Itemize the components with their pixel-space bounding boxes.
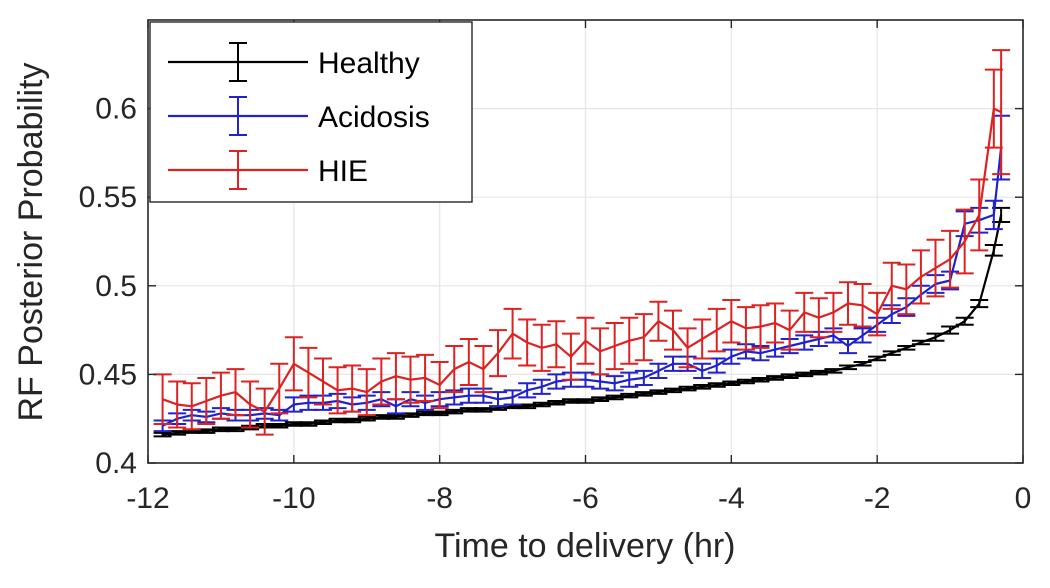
series-hie <box>153 49 1011 436</box>
x-tick-label: 0 <box>1015 482 1032 515</box>
series-healthy <box>153 206 1011 438</box>
legend-box <box>149 21 473 203</box>
series-layer <box>153 49 1011 438</box>
y-tick-label: 0.6 <box>95 93 137 126</box>
y-tick-label: 0.5 <box>95 270 137 303</box>
legend-label-hie: HIE <box>318 155 368 188</box>
y-axis-label: RF Posterior Probability <box>12 62 50 421</box>
legend-label-acidosis: Acidosis <box>318 101 430 134</box>
legend-item-hie: HIE <box>168 150 368 190</box>
legend: Healthy Acidosis HIE <box>149 21 473 203</box>
legend-item-acidosis: Acidosis <box>168 96 430 136</box>
x-tick-label: -2 <box>864 482 891 515</box>
legend-label-healthy: Healthy <box>318 47 420 80</box>
x-tick-label: -10 <box>272 482 315 515</box>
y-tick-label: 0.55 <box>79 181 137 214</box>
y-tick-label: 0.45 <box>79 358 137 391</box>
x-tick-label: -6 <box>572 482 599 515</box>
ticks: -12 -10 -8 -6 -4 -2 0 0.4 0.45 0.5 0.55 0.6 <box>79 20 1032 515</box>
x-tick-label: -12 <box>126 482 169 515</box>
legend-item-healthy: Healthy <box>168 42 420 82</box>
x-tick-label: -8 <box>426 482 453 515</box>
x-tick-label: -4 <box>718 482 745 515</box>
y-tick-label: 0.4 <box>95 447 137 480</box>
x-axis-label: Time to delivery (hr) <box>434 527 735 565</box>
